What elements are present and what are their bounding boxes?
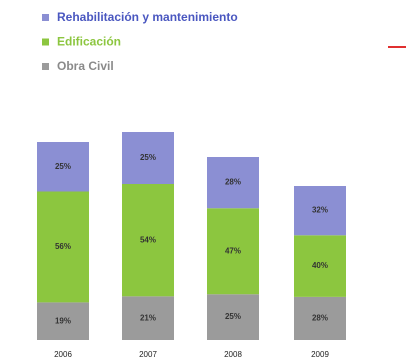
bar-segment [207,157,259,209]
bar-segment [122,184,174,297]
bar-segment [122,132,174,184]
x-tick-label: 2007 [139,350,157,359]
legend-swatch [42,38,49,46]
data-label: 25% [225,312,241,321]
data-label: 40% [312,261,328,270]
legend-swatch [42,14,49,21]
x-tick-label: 2008 [224,350,242,359]
bar-segment [37,302,89,340]
data-label: 56% [55,242,71,251]
data-label: 28% [312,314,328,323]
bar-segment [37,191,89,303]
data-label: 19% [55,316,71,325]
data-label: 28% [225,178,241,187]
legend-swatch [42,63,49,70]
x-tick-label: 2009 [311,350,329,359]
legend-text: Edificación [57,35,121,49]
bar-segment [294,235,346,297]
bar-segment [122,296,174,340]
data-label: 54% [140,235,156,244]
data-label: 25% [140,153,156,162]
data-label: 47% [225,246,241,255]
bar-segment [207,208,259,295]
legend-text: Rehabilitación y mantenimiento [57,10,238,24]
bar-segment [294,296,346,340]
data-label: 21% [140,313,156,322]
bar-segment [37,142,89,192]
bar-segment [207,294,259,340]
legend-text: Obra Civil [57,59,114,73]
data-label: 32% [312,206,328,215]
data-label: 25% [55,162,71,171]
bar-segment [294,186,346,236]
x-tick-label: 2006 [54,350,72,359]
